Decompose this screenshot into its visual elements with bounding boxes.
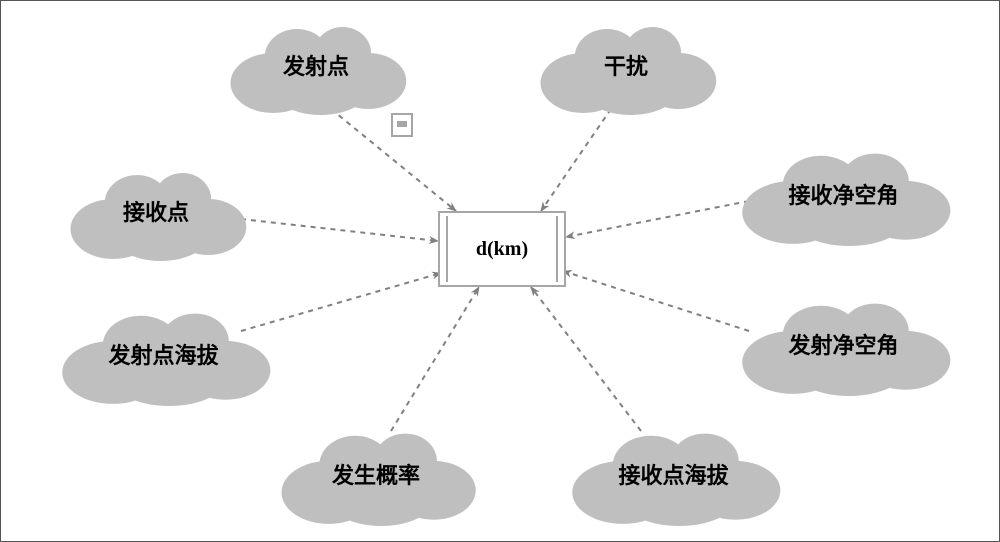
annotation-icon	[391, 113, 413, 137]
cloud-tx_altitude: 发射点海拔	[51, 301, 276, 406]
edge-probability	[391, 287, 479, 431]
edge-tx_clearance	[563, 271, 749, 331]
cloud-label-rx_point: 接收点	[123, 195, 189, 227]
diagram-canvas: 发射点 干扰 接收点 接收净空角	[0, 0, 1000, 542]
cloud-interference: 干扰	[531, 15, 721, 115]
edge-interference	[541, 109, 611, 211]
cloud-label-tx_point: 发射点	[283, 49, 349, 81]
cloud-label-rx_clearance: 接收净空角	[788, 178, 898, 210]
cloud-label-probability: 发生概率	[332, 458, 420, 490]
center-node-label: d(km)	[476, 238, 528, 261]
cloud-label-tx_altitude: 发射点海拔	[108, 338, 218, 370]
cloud-rx_clearance: 接收净空角	[731, 141, 956, 246]
cloud-label-interference: 干扰	[604, 49, 648, 81]
cloud-label-rx_altitude: 接收点海拔	[618, 458, 728, 490]
edge-rx_clearance	[566, 201, 749, 237]
cloud-label-tx_clearance: 发射净空角	[788, 328, 898, 360]
center-node: d(km)	[438, 211, 566, 287]
cloud-tx_clearance: 发射净空角	[731, 291, 956, 396]
cloud-rx_point: 接收点	[61, 161, 251, 261]
cloud-rx_altitude: 接收点海拔	[561, 421, 786, 526]
edge-rx_altitude	[531, 287, 641, 431]
cloud-tx_point: 发射点	[221, 15, 411, 115]
edge-rx_point	[241, 219, 438, 241]
cloud-probability: 发生概率	[271, 421, 481, 526]
